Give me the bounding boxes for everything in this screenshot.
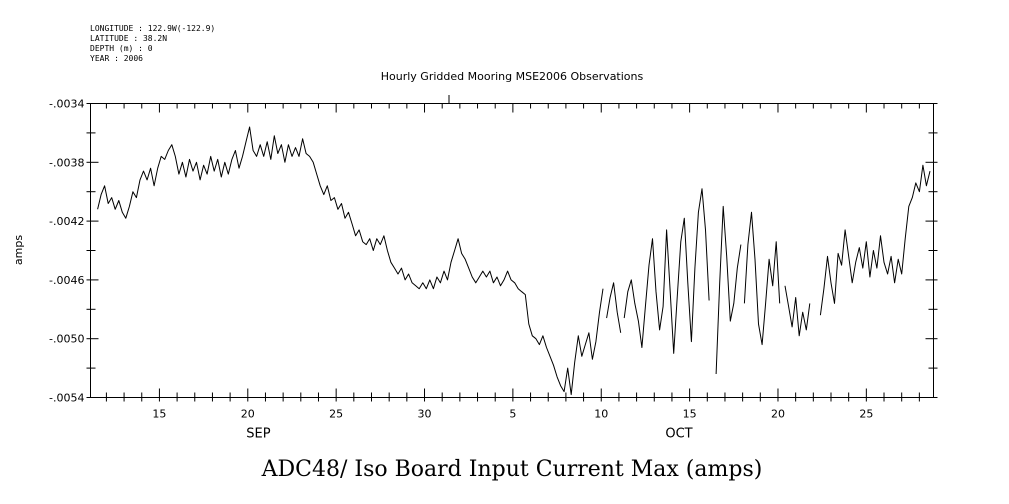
plot-frame [90, 103, 934, 398]
y-tick-label: -.0054 [49, 392, 84, 405]
series-line [715, 205, 742, 375]
y-axis: -.0034 -.0038 -.0042 -.0046 -.0050 -.0054 [49, 98, 938, 405]
latitude-label: LATITUDE : 38.2N [90, 34, 167, 43]
series-line [97, 126, 604, 396]
series-line [784, 285, 811, 337]
depth-label: DEPTH (m) : 0 [90, 44, 153, 53]
x-axis: 15 20 25 30 5 10 15 20 25 SEP OCT [105, 103, 920, 442]
y-tick-label: -.0046 [49, 274, 84, 287]
longitude-label: LONGITUDE : 122.9W(-122.9) [90, 24, 215, 33]
x-tick-label: 20 [771, 408, 785, 421]
x-tick-label: 20 [241, 408, 255, 421]
year-label: YEAR : 2006 [90, 54, 143, 63]
x-tick-label: 30 [418, 408, 432, 421]
y-tick-label: -.0050 [49, 333, 84, 346]
x-tick-label: 10 [594, 408, 608, 421]
month-label: OCT [665, 427, 692, 442]
month-label: SEP [246, 427, 270, 442]
x-tick-label: 25 [329, 408, 343, 421]
x-tick-label: 15 [152, 408, 166, 421]
y-tick-label: -.0038 [49, 156, 84, 169]
chart-title: Hourly Gridded Mooring MSE2006 Observati… [381, 70, 644, 83]
bottom-title: ADC48/ Iso Board Input Current Max (amps… [261, 457, 763, 482]
x-tick-label: 15 [683, 408, 697, 421]
series-line [819, 164, 931, 316]
series-line [743, 211, 781, 346]
data-series [97, 126, 931, 396]
x-tick-label: 25 [859, 408, 873, 421]
x-tick-label: 5 [509, 408, 516, 421]
y-tick-label: -.0034 [49, 98, 84, 111]
series-line [623, 188, 710, 354]
y-axis-label: amps [12, 235, 25, 265]
y-tick-label: -.0042 [49, 215, 84, 228]
series-line [606, 282, 622, 333]
